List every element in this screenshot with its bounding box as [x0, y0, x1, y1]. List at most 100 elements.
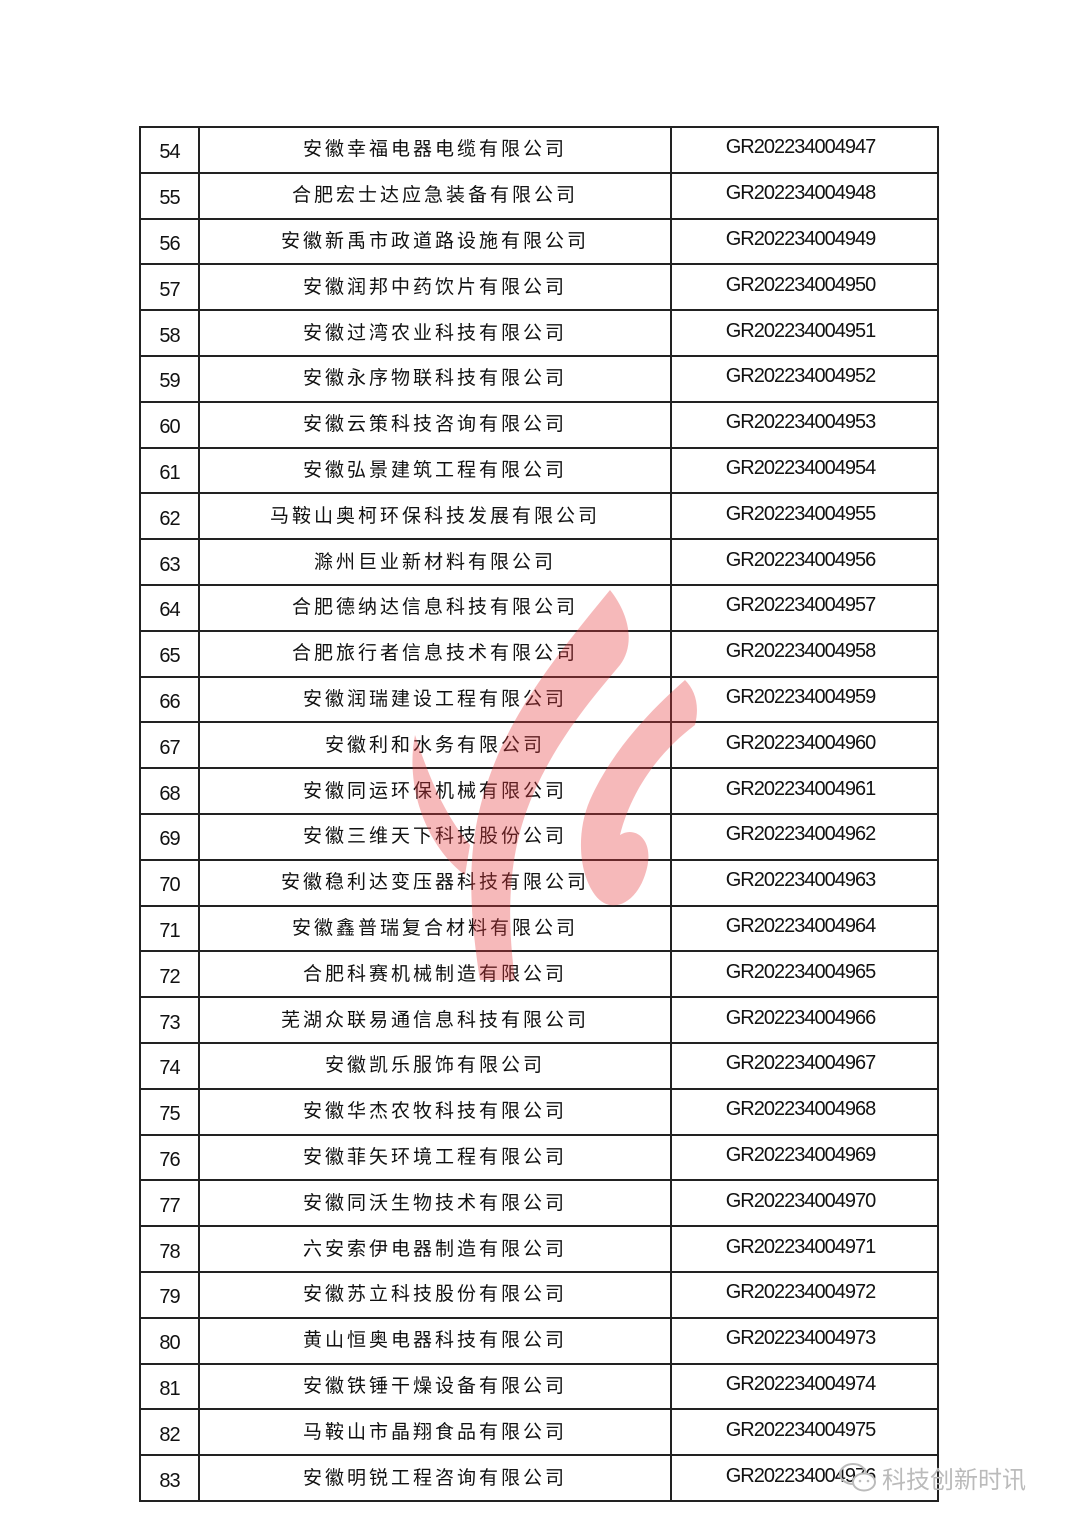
company-name: 安徽云策科技咨询有限公司	[198, 400, 672, 449]
row-number: 58	[139, 309, 200, 357]
table-row: 75 安徽华杰农牧科技有限公司 GR202234004968	[139, 1087, 939, 1136]
company-name: 安徽同沃生物技术有限公司	[198, 1179, 672, 1228]
certificate-number: GR202234004948	[670, 171, 939, 220]
certificate-number: GR202234004964	[670, 904, 939, 953]
company-name: 安徽同运环保机械有限公司	[198, 767, 672, 815]
row-number: 70	[139, 858, 200, 907]
certificate-number: GR202234004962	[670, 812, 939, 861]
table-row: 79 安徽苏立科技股份有限公司 GR202234004972	[139, 1270, 939, 1319]
certificate-number: GR202234004949	[670, 217, 939, 266]
table-row: 63 滁州巨业新材料有限公司 GR202234004956	[139, 538, 939, 586]
row-number: 66	[139, 675, 200, 724]
company-name: 合肥德纳达信息科技有限公司	[198, 583, 672, 632]
certificate-number: GR202234004973	[670, 1316, 939, 1365]
company-name: 安徽苏立科技股份有限公司	[198, 1270, 672, 1319]
row-number: 65	[139, 629, 200, 678]
row-number: 82	[139, 1408, 200, 1457]
table-row: 72 合肥科赛机械制造有限公司 GR202234004965	[139, 950, 939, 999]
row-number: 57	[139, 263, 200, 312]
row-number: 73	[139, 996, 200, 1044]
company-name: 安徽铁锤干燥设备有限公司	[198, 1362, 672, 1411]
certificate-number: GR202234004975	[670, 1408, 939, 1457]
company-name: 安徽幸福电器电缆有限公司	[198, 126, 672, 174]
certificate-number: GR202234004947	[670, 126, 939, 174]
row-number: 56	[139, 217, 200, 266]
company-name: 安徽明锐工程咨询有限公司	[198, 1454, 672, 1502]
row-number: 61	[139, 446, 200, 495]
table-row: 67 安徽利和水务有限公司 GR202234004960	[139, 721, 939, 770]
row-number: 60	[139, 400, 200, 449]
company-name: 合肥宏士达应急装备有限公司	[198, 171, 672, 220]
table-row: 55 合肥宏士达应急装备有限公司 GR202234004948	[139, 171, 939, 220]
table-row: 81 安徽铁锤干燥设备有限公司 GR202234004974	[139, 1362, 939, 1411]
company-name: 六安索伊电器制造有限公司	[198, 1225, 672, 1273]
row-number: 63	[139, 538, 200, 586]
footer-watermark: 科技创新时讯	[838, 1460, 1026, 1495]
row-number: 83	[139, 1454, 200, 1502]
company-name: 安徽过湾农业科技有限公司	[198, 309, 672, 357]
table-row: 59 安徽永序物联科技有限公司 GR202234004952	[139, 354, 939, 403]
row-number: 76	[139, 1133, 200, 1182]
table-row: 65 合肥旅行者信息技术有限公司 GR202234004958	[139, 629, 939, 678]
table-row: 62 马鞍山奥柯环保科技发展有限公司 GR202234004955	[139, 492, 939, 541]
table-row: 61 安徽弘景建筑工程有限公司 GR202234004954	[139, 446, 939, 495]
table-row: 57 安徽润邦中药饮片有限公司 GR202234004950	[139, 263, 939, 312]
wechat-icon	[839, 1462, 876, 1491]
company-name: 安徽菲矢环境工程有限公司	[198, 1133, 672, 1182]
row-number: 75	[139, 1087, 200, 1136]
company-name: 安徽润邦中药饮片有限公司	[198, 263, 672, 312]
certificate-number: GR202234004952	[670, 354, 939, 403]
certificate-number: GR202234004972	[670, 1270, 939, 1319]
certificate-number: GR202234004950	[670, 263, 939, 312]
certificate-number: GR202234004958	[670, 629, 939, 678]
company-name: 安徽凯乐服饰有限公司	[198, 1041, 672, 1090]
certificate-number: GR202234004976	[670, 1454, 939, 1502]
row-number: 54	[139, 126, 200, 174]
company-name: 安徽华杰农牧科技有限公司	[198, 1087, 672, 1136]
company-name: 马鞍山奥柯环保科技发展有限公司	[198, 492, 672, 541]
company-name: 安徽润瑞建设工程有限公司	[198, 675, 672, 724]
table-row: 80 黄山恒奥电器科技有限公司 GR202234004973	[139, 1316, 939, 1365]
table-row: 73 芜湖众联易通信息科技有限公司 GR202234004966	[139, 996, 939, 1044]
company-name: 合肥科赛机械制造有限公司	[198, 950, 672, 999]
table-row: 78 六安索伊电器制造有限公司 GR202234004971	[139, 1225, 939, 1273]
company-name: 滁州巨业新材料有限公司	[198, 538, 672, 586]
table-row: 70 安徽稳利达变压器科技有限公司 GR202234004963	[139, 858, 939, 907]
table-row: 54 安徽幸福电器电缆有限公司 GR202234004947	[139, 126, 939, 174]
certificate-number: GR202234004956	[670, 538, 939, 586]
table-row: 60 安徽云策科技咨询有限公司 GR202234004953	[139, 400, 939, 449]
company-name: 安徽永序物联科技有限公司	[198, 354, 672, 403]
row-number: 81	[139, 1362, 200, 1411]
certificate-number: GR202234004971	[670, 1225, 939, 1273]
table-row: 66 安徽润瑞建设工程有限公司 GR202234004959	[139, 675, 939, 724]
certificate-number: GR202234004970	[670, 1179, 939, 1228]
row-number: 72	[139, 950, 200, 999]
certificate-number: GR202234004957	[670, 583, 939, 632]
table-row: 69 安徽三维天下科技股份公司 GR202234004962	[139, 812, 939, 861]
row-number: 79	[139, 1270, 200, 1319]
certificate-number: GR202234004974	[670, 1362, 939, 1411]
certificate-number: GR202234004954	[670, 446, 939, 495]
table-row: 56 安徽新禹市政道路设施有限公司 GR202234004949	[139, 217, 939, 266]
row-number: 64	[139, 583, 200, 632]
row-number: 74	[139, 1041, 200, 1090]
certificate-number: GR202234004965	[670, 950, 939, 999]
certificate-number: GR202234004961	[670, 767, 939, 815]
company-name: 合肥旅行者信息技术有限公司	[198, 629, 672, 678]
certificate-number: GR202234004959	[670, 675, 939, 724]
row-number: 67	[139, 721, 200, 770]
table-row: 76 安徽菲矢环境工程有限公司 GR202234004969	[139, 1133, 939, 1182]
certificate-number: GR202234004960	[670, 721, 939, 770]
certificate-number: GR202234004969	[670, 1133, 939, 1182]
certificate-number: GR202234004967	[670, 1041, 939, 1090]
row-number: 71	[139, 904, 200, 953]
certificate-number: GR202234004963	[670, 858, 939, 907]
table-row: 74 安徽凯乐服饰有限公司 GR202234004967	[139, 1041, 939, 1090]
row-number: 77	[139, 1179, 200, 1228]
company-name: 芜湖众联易通信息科技有限公司	[198, 996, 672, 1044]
row-number: 55	[139, 171, 200, 220]
table-row: 83 安徽明锐工程咨询有限公司 GR202234004976	[139, 1454, 939, 1502]
table-row: 68 安徽同运环保机械有限公司 GR202234004961	[139, 767, 939, 815]
certificate-number: GR202234004966	[670, 996, 939, 1044]
table-row: 77 安徽同沃生物技术有限公司 GR202234004970	[139, 1179, 939, 1228]
